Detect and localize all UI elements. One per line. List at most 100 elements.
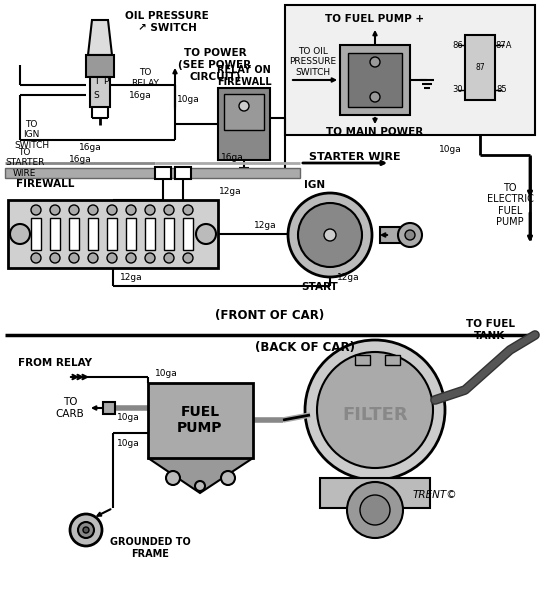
- Circle shape: [107, 205, 117, 215]
- Circle shape: [88, 205, 98, 215]
- Bar: [148, 383, 253, 458]
- Circle shape: [50, 205, 60, 215]
- Text: FIREWALL: FIREWALL: [16, 179, 74, 189]
- Bar: [320, 478, 430, 508]
- Text: TO FUEL PUMP +: TO FUEL PUMP +: [326, 14, 424, 24]
- Text: TO
CARB: TO CARB: [56, 397, 84, 419]
- Bar: [31, 218, 41, 250]
- Text: 10ga: 10ga: [117, 438, 139, 447]
- Text: FROM RELAY: FROM RELAY: [18, 358, 92, 368]
- Bar: [8, 200, 218, 268]
- Text: 87: 87: [475, 63, 485, 71]
- Bar: [355, 355, 370, 365]
- Text: 16ga: 16ga: [221, 152, 244, 162]
- Bar: [50, 218, 60, 250]
- Text: GROUNDED TO
FRAME: GROUNDED TO FRAME: [110, 537, 191, 559]
- Circle shape: [126, 205, 136, 215]
- Circle shape: [31, 205, 41, 215]
- Circle shape: [164, 205, 174, 215]
- Text: S: S: [93, 90, 99, 100]
- Circle shape: [107, 253, 117, 263]
- Bar: [218, 88, 270, 160]
- Circle shape: [164, 253, 174, 263]
- Circle shape: [69, 253, 79, 263]
- Circle shape: [69, 205, 79, 215]
- Text: 16ga: 16ga: [69, 156, 91, 165]
- Circle shape: [195, 481, 205, 491]
- Circle shape: [324, 229, 336, 241]
- Bar: [183, 218, 193, 250]
- Text: TRENT©: TRENT©: [413, 490, 457, 500]
- Text: 12ga: 12ga: [254, 221, 276, 231]
- Text: TO
IGN
SWITCH: TO IGN SWITCH: [14, 120, 49, 150]
- Bar: [380, 227, 410, 243]
- Circle shape: [70, 514, 102, 546]
- Text: (BACK OF CAR): (BACK OF CAR): [255, 342, 355, 355]
- Circle shape: [317, 352, 433, 468]
- Circle shape: [126, 253, 136, 263]
- Bar: [88, 218, 98, 250]
- Bar: [103, 402, 115, 414]
- Text: 16ga: 16ga: [79, 143, 102, 152]
- Bar: [224, 94, 264, 130]
- Circle shape: [31, 253, 41, 263]
- Bar: [348, 53, 402, 107]
- Circle shape: [166, 471, 180, 485]
- Circle shape: [78, 522, 94, 538]
- Text: 87A: 87A: [496, 41, 512, 50]
- Bar: [90, 77, 110, 107]
- Polygon shape: [148, 458, 253, 493]
- Text: TO
ELECTRIC
FUEL
PUMP: TO ELECTRIC FUEL PUMP: [487, 182, 534, 227]
- Text: 10ga: 10ga: [117, 414, 139, 422]
- Circle shape: [83, 527, 89, 533]
- Circle shape: [183, 253, 193, 263]
- Text: TO POWER
(SEE POWER
CIRCUIT): TO POWER (SEE POWER CIRCUIT): [178, 48, 252, 81]
- Circle shape: [405, 230, 415, 240]
- Text: 10ga: 10ga: [154, 369, 177, 379]
- Circle shape: [10, 224, 30, 244]
- Text: 12ga: 12ga: [219, 188, 241, 196]
- Text: (FRONT OF CAR): (FRONT OF CAR): [215, 309, 325, 322]
- Bar: [107, 218, 117, 250]
- Bar: [465, 35, 495, 100]
- Bar: [164, 218, 174, 250]
- Circle shape: [221, 471, 235, 485]
- Circle shape: [298, 203, 362, 267]
- Circle shape: [145, 253, 155, 263]
- Text: 12ga: 12ga: [336, 274, 359, 283]
- Bar: [340, 45, 410, 115]
- Text: 10ga: 10ga: [438, 146, 461, 155]
- Bar: [385, 355, 400, 365]
- Text: STARTER WIRE: STARTER WIRE: [309, 152, 401, 162]
- Bar: [145, 218, 155, 250]
- Circle shape: [347, 482, 403, 538]
- Text: P: P: [103, 77, 109, 87]
- Text: TO OIL
PRESSURE
SWITCH: TO OIL PRESSURE SWITCH: [289, 47, 336, 77]
- Text: FUEL
PUMP: FUEL PUMP: [177, 405, 223, 435]
- Bar: [155, 167, 171, 179]
- Text: 16ga: 16ga: [129, 90, 151, 100]
- Text: 30: 30: [453, 86, 463, 94]
- Text: OIL PRESSURE
↗ SWITCH: OIL PRESSURE ↗ SWITCH: [125, 11, 209, 33]
- Polygon shape: [88, 20, 112, 55]
- Circle shape: [370, 92, 380, 102]
- Circle shape: [288, 193, 372, 277]
- Bar: [5, 168, 300, 178]
- Text: FILTER: FILTER: [342, 406, 408, 424]
- Circle shape: [196, 224, 216, 244]
- Text: 10ga: 10ga: [177, 96, 199, 104]
- Text: TO
STARTER
WIRE: TO STARTER WIRE: [5, 148, 44, 178]
- Circle shape: [370, 57, 380, 67]
- Circle shape: [239, 101, 249, 111]
- Circle shape: [88, 253, 98, 263]
- Circle shape: [305, 340, 445, 480]
- Text: TO FUEL
TANK: TO FUEL TANK: [465, 319, 515, 341]
- Bar: [175, 167, 191, 179]
- Circle shape: [183, 205, 193, 215]
- Circle shape: [360, 495, 390, 525]
- Text: RELAY ON
FIREWALL: RELAY ON FIREWALL: [217, 65, 271, 87]
- Text: TO MAIN POWER: TO MAIN POWER: [326, 127, 423, 137]
- Text: 86: 86: [453, 41, 463, 50]
- Text: 85: 85: [497, 86, 507, 94]
- Text: IGN: IGN: [305, 180, 326, 190]
